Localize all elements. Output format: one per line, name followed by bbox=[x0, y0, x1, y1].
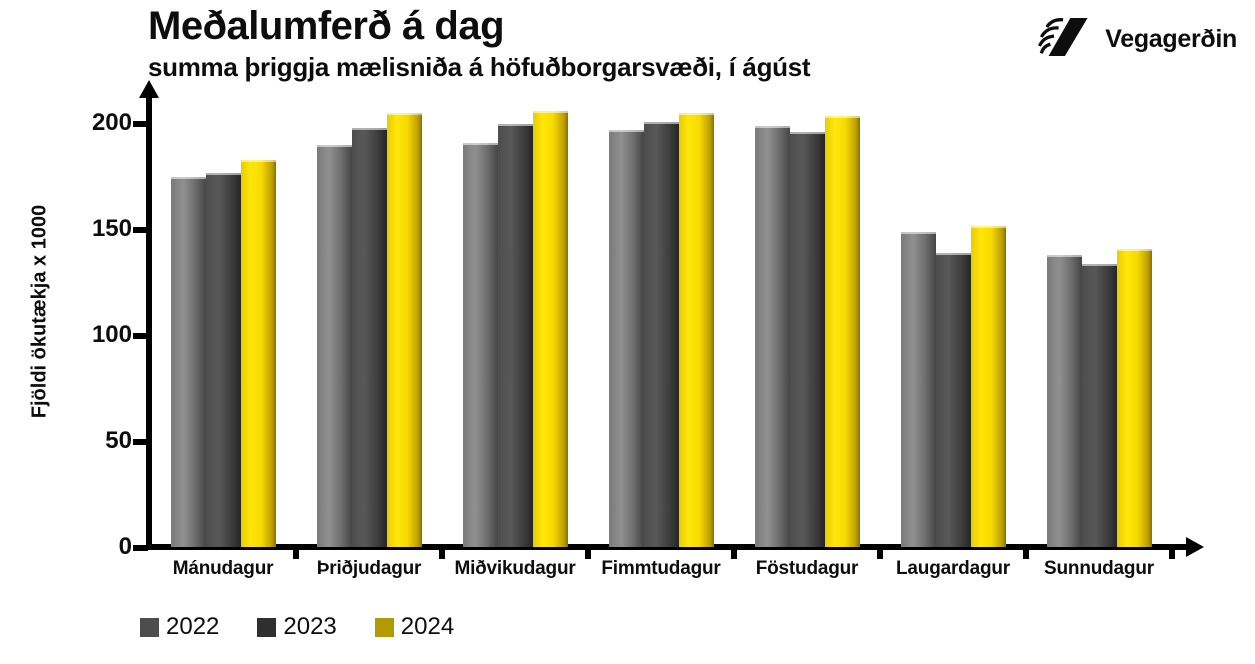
bar-2022-þriðjudagur bbox=[316, 145, 352, 547]
y-axis-title: Fjöldi ökutækja x 1000 bbox=[28, 204, 51, 419]
bar-2024-mánudagur bbox=[240, 160, 276, 547]
x-category-label-mánudagur: Mánudagur bbox=[172, 558, 274, 579]
legend-label-2024: 2024 bbox=[400, 613, 455, 640]
bar-2024-laugardagur bbox=[970, 226, 1006, 547]
legend-label-2023: 2023 bbox=[283, 613, 337, 640]
bar-2024-föstudagur bbox=[824, 116, 860, 547]
bar-2023-fimmtudagur bbox=[643, 122, 679, 547]
bar-2022-miðvikudagur bbox=[462, 143, 498, 547]
bar-2024-miðvikudagur bbox=[532, 111, 568, 547]
page-subtitle: summa þriggja mælisniða á höfuðborgarsvæ… bbox=[148, 52, 811, 82]
x-category-label-fimmtudagur: Fimmtudagur bbox=[601, 558, 721, 579]
bar-2022-sunnudagur bbox=[1046, 255, 1082, 547]
vegagerdin-logo-icon bbox=[1035, 14, 1093, 65]
x-axis-arrow-icon bbox=[1186, 537, 1204, 557]
x-axis-tick-7 bbox=[1169, 550, 1175, 559]
y-axis-tick-150 bbox=[133, 227, 148, 233]
bar-2024-sunnudagur bbox=[1116, 249, 1152, 547]
bar-2023-miðvikudagur bbox=[497, 124, 533, 547]
bar-2023-föstudagur bbox=[789, 132, 825, 547]
y-axis-tick-100 bbox=[133, 333, 148, 339]
y-tick-label-150: 150 bbox=[91, 215, 132, 242]
legend-swatch-2022 bbox=[140, 617, 159, 637]
x-axis-tick-1 bbox=[293, 550, 299, 559]
y-tick-label-200: 200 bbox=[91, 109, 132, 136]
legend-swatch-2024 bbox=[374, 617, 394, 637]
y-tick-label-0: 0 bbox=[118, 533, 132, 560]
bar-2023-þriðjudagur bbox=[351, 128, 387, 547]
x-axis-tick-5 bbox=[877, 550, 883, 559]
bar-2022-fimmtudagur bbox=[608, 130, 644, 547]
bar-2024-fimmtudagur bbox=[678, 113, 714, 547]
x-axis-tick-4 bbox=[731, 550, 737, 559]
bar-2022-föstudagur bbox=[754, 126, 790, 547]
legend-item-2024: 2024 bbox=[374, 613, 455, 641]
y-tick-label-100: 100 bbox=[91, 321, 132, 348]
x-category-label-sunnudagur: Sunnudagur bbox=[1044, 558, 1154, 579]
legend: 2022 2023 2024 bbox=[140, 613, 454, 641]
x-axis-tick-6 bbox=[1023, 550, 1029, 559]
x-axis-tick-2 bbox=[439, 550, 445, 559]
x-category-label-föstudagur: Föstudagur bbox=[755, 558, 859, 579]
legend-item-2022: 2022 bbox=[140, 613, 219, 641]
page-title: Meðalumferð á dag bbox=[148, 4, 505, 48]
y-axis-tick-200 bbox=[133, 121, 148, 127]
y-axis-tick-0 bbox=[133, 545, 148, 551]
bar-2024-þriðjudagur bbox=[386, 113, 422, 547]
x-category-label-laugardagur: Laugardagur bbox=[896, 558, 1010, 579]
x-axis-tick-3 bbox=[585, 550, 591, 559]
y-axis-arrow-icon bbox=[139, 80, 159, 98]
x-category-label-miðvikudagur: Miðvikudagur bbox=[454, 558, 576, 579]
bar-2023-laugardagur bbox=[935, 253, 971, 547]
x-axis bbox=[146, 544, 1188, 550]
y-axis-tick-50 bbox=[133, 439, 148, 445]
vegagerdin-logo-text: Vegagerðin bbox=[1105, 25, 1237, 53]
bar-2023-sunnudagur bbox=[1081, 264, 1117, 547]
y-axis bbox=[146, 96, 152, 548]
bar-2023-mánudagur bbox=[205, 173, 241, 547]
legend-label-2022: 2022 bbox=[166, 613, 220, 640]
bar-2022-mánudagur bbox=[170, 177, 206, 547]
bar-2022-laugardagur bbox=[900, 232, 936, 547]
legend-swatch-2023 bbox=[257, 617, 277, 637]
x-category-label-þriðjudagur: Þriðjudagur bbox=[316, 558, 422, 579]
legend-item-2023: 2023 bbox=[257, 613, 337, 641]
vegagerdin-logo: Vegagerðin bbox=[1035, 14, 1237, 65]
y-tick-label-50: 50 bbox=[105, 427, 132, 454]
